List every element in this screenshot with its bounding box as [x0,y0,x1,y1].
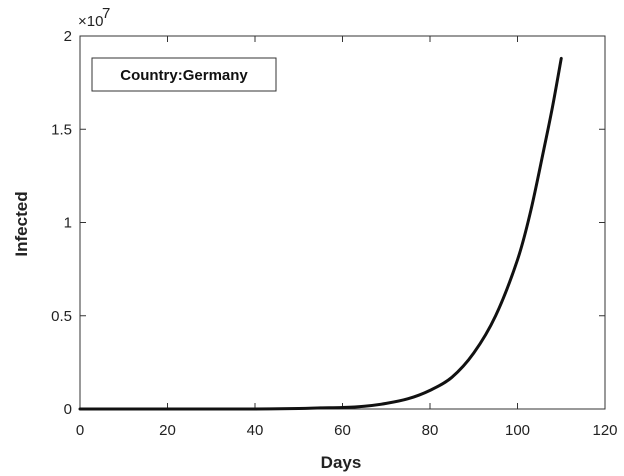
x-tick-label: 20 [159,422,176,439]
plot-area [79,35,606,410]
x-tick-label: 120 [592,422,617,439]
y-axis-title: Infected [12,191,31,256]
x-tick-label: 0 [76,422,84,439]
y-exponent-power: 7 [102,5,110,22]
x-tick-label: 40 [247,422,264,439]
series-layer [78,56,563,411]
annotation-box: Country:Germany [91,57,277,92]
x-tick-label: 100 [505,422,530,439]
y-tick-label: 1.5 [51,121,72,138]
y-exponent-label: ×10 7 [78,5,110,30]
x-axis: 0 20 40 60 80 100 120 [76,36,618,439]
y-tick-label: 0 [64,401,72,418]
x-axis-title: Days [321,453,362,472]
series-line [78,56,563,411]
y-exponent-base: ×10 [78,13,103,30]
x-tick-label: 80 [422,422,439,439]
annotation-text: Country:Germany [120,67,248,84]
x-tick-label: 60 [334,422,351,439]
y-tick-label: 1 [64,215,72,232]
y-axis: 0 0.5 1 1.5 2 [51,28,605,418]
y-tick-label: 0.5 [51,308,72,325]
y-tick-label: 2 [64,28,72,45]
